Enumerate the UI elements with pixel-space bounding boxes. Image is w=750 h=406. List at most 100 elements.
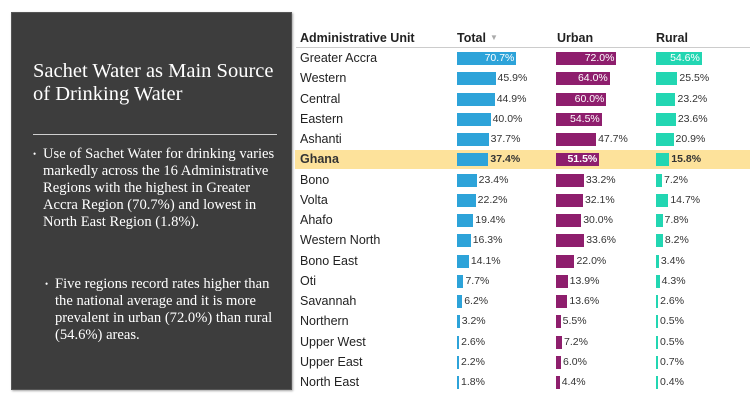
bullet-text-1: Use of Sachet Water for drinking varies … — [43, 146, 275, 230]
bar-urban[interactable] — [556, 274, 568, 288]
row-label: Bono East — [300, 253, 358, 268]
bar-rural[interactable] — [656, 254, 659, 268]
bar-total[interactable] — [457, 355, 459, 369]
column-header-unit[interactable]: Administrative Unit — [300, 31, 415, 45]
data-label-urban: 22.0% — [576, 254, 607, 267]
bar-urban[interactable] — [556, 315, 561, 329]
bullet-point-2: • Five regions record rates higher than … — [33, 276, 278, 344]
data-label-urban: 7.2% — [564, 335, 588, 348]
bar-urban[interactable] — [556, 72, 610, 86]
row-label: Ahafo — [300, 213, 333, 227]
bar-urban[interactable] — [556, 214, 582, 227]
bar-total[interactable] — [457, 112, 491, 126]
bar-urban[interactable] — [556, 173, 584, 187]
data-label-urban: 6.0% — [563, 355, 587, 368]
bar-rural[interactable] — [656, 274, 660, 288]
bar-rural[interactable] — [656, 92, 676, 106]
bar-total[interactable] — [457, 92, 495, 106]
data-label-urban: 13.6% — [569, 295, 600, 307]
bar-urban[interactable] — [556, 153, 600, 167]
bar-rural[interactable] — [656, 295, 659, 308]
bar-total[interactable] — [457, 274, 464, 288]
data-label-rural: 0.5% — [660, 335, 684, 348]
data-label-total: 37.7% — [490, 133, 521, 145]
data-label-urban: 54.5% — [569, 112, 600, 125]
bar-total[interactable] — [457, 335, 460, 349]
bar-total[interactable] — [457, 173, 477, 187]
data-label-rural: 2.6% — [660, 295, 685, 307]
bar-rural[interactable] — [656, 52, 702, 65]
summary-panel: Sachet Water as Main Source of Drinking … — [11, 12, 292, 390]
bar-urban[interactable] — [556, 335, 563, 349]
data-label-rural: 20.9% — [675, 133, 706, 145]
column-header-total[interactable]: Total — [457, 31, 486, 45]
sort-descending-icon[interactable]: ▼ — [490, 33, 498, 42]
bar-urban[interactable] — [556, 52, 617, 65]
row-label: North East — [300, 375, 360, 389]
panel-divider — [33, 134, 277, 135]
bar-urban[interactable] — [556, 376, 560, 389]
data-label-total: 6.2% — [464, 295, 489, 307]
row-label: Greater Accra — [300, 51, 378, 65]
bar-urban[interactable] — [556, 254, 575, 268]
bar-total[interactable] — [457, 295, 463, 308]
bar-total[interactable] — [457, 234, 471, 248]
column-header-urban[interactable]: Urban — [557, 31, 594, 45]
bar-total[interactable] — [457, 52, 517, 65]
data-label-rural: 54.6% — [670, 52, 700, 64]
data-label-total: 1.8% — [461, 376, 485, 388]
data-label-rural: 0.5% — [660, 315, 684, 328]
bar-total[interactable] — [457, 315, 460, 329]
highlight-row-national — [295, 150, 750, 170]
data-label-total: 7.7% — [465, 274, 490, 287]
bullet-text-2: Five regions record rates higher than th… — [55, 276, 273, 343]
bar-urban[interactable] — [556, 234, 585, 248]
data-label-total: 45.9% — [497, 72, 528, 85]
bar-total[interactable] — [457, 376, 459, 389]
data-label-urban: 4.4% — [561, 376, 586, 388]
bar-total[interactable] — [457, 193, 476, 207]
bar-urban[interactable] — [556, 295, 568, 308]
data-label-rural: 14.7% — [670, 193, 701, 206]
data-label-total: 19.4% — [475, 214, 506, 226]
data-label-urban: 72.0% — [584, 52, 615, 64]
bar-rural[interactable] — [656, 315, 658, 329]
data-label-rural: 23.6% — [677, 112, 708, 125]
data-label-total: 23.4% — [478, 173, 509, 186]
bar-urban[interactable] — [556, 92, 607, 106]
bar-rural[interactable] — [656, 234, 663, 248]
bar-urban[interactable] — [556, 193, 583, 207]
data-label-total: 3.2% — [461, 315, 486, 328]
row-label: Ashanti — [300, 132, 342, 146]
row-label: Northern — [300, 314, 349, 329]
bar-total[interactable] — [457, 153, 489, 167]
data-label-urban: 5.5% — [562, 315, 587, 328]
bar-rural[interactable] — [656, 193, 669, 207]
bar-total[interactable] — [457, 133, 489, 146]
bar-rural[interactable] — [656, 173, 663, 187]
bar-rural[interactable] — [656, 133, 674, 146]
data-label-urban: 51.5% — [567, 153, 598, 166]
bar-rural[interactable] — [656, 214, 663, 227]
column-header-rural[interactable]: Rural — [656, 31, 688, 45]
bar-urban[interactable] — [556, 112, 602, 126]
bar-total[interactable] — [457, 72, 496, 86]
bar-rural[interactable] — [656, 72, 678, 86]
data-label-total: 16.3% — [472, 234, 503, 247]
bar-rural[interactable] — [656, 112, 676, 126]
row-label: Central — [300, 91, 341, 106]
bar-total[interactable] — [457, 254, 469, 268]
row-label: Upper East — [300, 354, 363, 369]
bar-total[interactable] — [457, 214, 474, 227]
bar-rural[interactable] — [656, 153, 670, 167]
bar-rural[interactable] — [656, 376, 658, 389]
data-label-total: 22.2% — [477, 193, 508, 206]
bar-rural[interactable] — [656, 355, 658, 369]
bar-rural[interactable] — [656, 335, 658, 349]
bar-urban[interactable] — [556, 133, 597, 146]
data-label-rural: 0.7% — [660, 355, 684, 368]
bar-urban[interactable] — [556, 355, 562, 369]
data-label-rural: 3.4% — [660, 254, 685, 267]
data-label-urban: 47.7% — [598, 133, 628, 145]
